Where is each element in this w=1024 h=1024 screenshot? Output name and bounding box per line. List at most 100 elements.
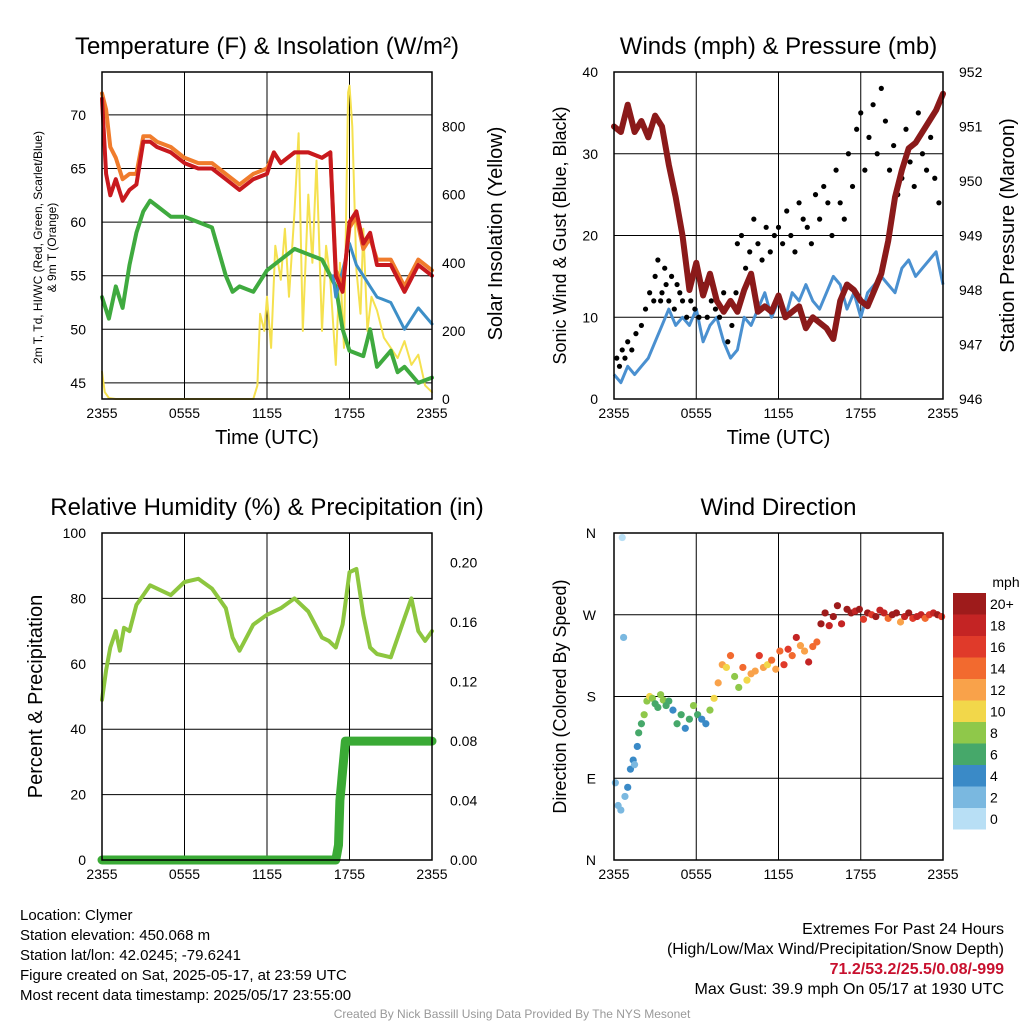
- y-tick-label: W: [583, 607, 597, 623]
- credit-text: Created By Nick Bassill Using Data Provi…: [333, 1007, 691, 1021]
- direction-point: [796, 642, 805, 650]
- direction-point: [648, 694, 656, 702]
- direction-point: [706, 706, 714, 714]
- y2-tick-label: 0.20: [450, 555, 477, 571]
- gust-point: [743, 265, 749, 271]
- direction-point: [829, 612, 837, 621]
- gust-point: [751, 216, 757, 222]
- y-tick-label: 50: [70, 321, 86, 337]
- plot-frame: [613, 532, 944, 861]
- legend-title: mph: [992, 574, 1019, 590]
- y2-tick-label: 948: [959, 282, 983, 298]
- gust-point: [692, 306, 698, 312]
- direction-point: [640, 711, 648, 719]
- x-tick-label: 1755: [845, 405, 876, 421]
- y2-tick-label: 0.08: [450, 733, 477, 749]
- gust-point: [882, 118, 889, 124]
- gust-point: [763, 224, 769, 230]
- gust-point: [862, 167, 868, 173]
- gust-point: [858, 110, 864, 116]
- legend-label: 18: [990, 617, 1006, 633]
- gust-point: [688, 298, 694, 304]
- gust-point: [671, 306, 677, 312]
- gust-point: [712, 306, 719, 312]
- series-pressure: [611, 90, 946, 342]
- gust-point: [919, 151, 926, 157]
- y2-axis-label: Solar Insolation (Yellow): [485, 127, 507, 341]
- direction-point: [726, 652, 735, 660]
- gust-point: [696, 314, 702, 320]
- direction-point: [714, 679, 722, 687]
- x-tick-label: 2355: [598, 405, 629, 421]
- direction-point: [938, 612, 946, 621]
- gust-point: [923, 167, 930, 173]
- gust-point: [642, 306, 649, 312]
- gust-point: [629, 347, 635, 353]
- y-tick-label: 30: [582, 146, 598, 162]
- direction-point: [859, 615, 868, 623]
- panel-3: Relative Humidity (%) & Precipitation (i…: [25, 494, 484, 882]
- gust-point: [837, 200, 843, 206]
- direction-point: [896, 618, 905, 626]
- gust-point: [677, 290, 683, 296]
- gust-point: [633, 331, 639, 337]
- y-tick-label: 40: [70, 721, 86, 737]
- direction-point: [821, 609, 829, 617]
- gust-point: [812, 192, 819, 198]
- x-tick-label: 0555: [681, 405, 712, 421]
- gust-point: [652, 273, 658, 279]
- legend-label: 20+: [990, 596, 1014, 612]
- gust-point: [659, 290, 665, 296]
- y2-tick-label: 0.00: [450, 852, 477, 868]
- gust-point: [866, 134, 872, 140]
- direction-point: [633, 742, 641, 751]
- y-tick-label: 45: [70, 375, 86, 391]
- x-tick-label: 2355: [86, 405, 117, 421]
- legend-swatch: [953, 808, 986, 830]
- y2-tick-label: 200: [442, 323, 466, 339]
- gust-point: [734, 241, 740, 247]
- x-tick-label: 1155: [763, 866, 793, 882]
- y-tick-label: 20: [70, 787, 86, 803]
- x-tick-label: 2355: [598, 866, 629, 882]
- y-tick-label: 100: [63, 525, 87, 541]
- gust-point: [911, 183, 917, 190]
- y-tick-label: 70: [70, 107, 86, 123]
- gust-point: [668, 273, 675, 279]
- direction-point: [635, 729, 643, 737]
- x-tick-label: 1155: [763, 405, 793, 421]
- direction-point: [880, 609, 888, 617]
- direction-point: [817, 620, 825, 628]
- plot-frame: [101, 71, 433, 400]
- direction-point: [800, 647, 809, 655]
- panel-title: Winds (mph) & Pressure (mb): [620, 33, 937, 60]
- gust-point: [825, 200, 831, 206]
- gust-point: [771, 232, 777, 239]
- y-tick-label: N: [586, 525, 596, 541]
- direction-point: [768, 656, 776, 664]
- gust-point: [622, 355, 628, 361]
- direction-point: [855, 605, 863, 613]
- gust-point: [725, 339, 731, 345]
- direction-point: [689, 701, 698, 710]
- y-tick-label: 40: [582, 64, 598, 80]
- direction-point: [637, 720, 646, 728]
- y-tick-label: 60: [70, 214, 86, 230]
- gust-point: [878, 85, 884, 91]
- series-dewpoint: [100, 198, 434, 385]
- gust-point: [759, 257, 765, 263]
- gust-point: [841, 216, 847, 222]
- direction-point: [833, 602, 842, 610]
- direction-point: [905, 609, 913, 617]
- y2-tick-label: 0.16: [450, 614, 477, 630]
- y-tick-label: N: [586, 852, 596, 868]
- gust-point: [616, 363, 623, 369]
- gust-point: [821, 183, 827, 190]
- direction-points: [611, 533, 946, 814]
- legend-label: 10: [990, 703, 1006, 719]
- gust-point: [767, 249, 773, 255]
- gust-point: [796, 200, 802, 206]
- x-tick-label: 1755: [334, 405, 365, 421]
- direction-point: [624, 783, 632, 791]
